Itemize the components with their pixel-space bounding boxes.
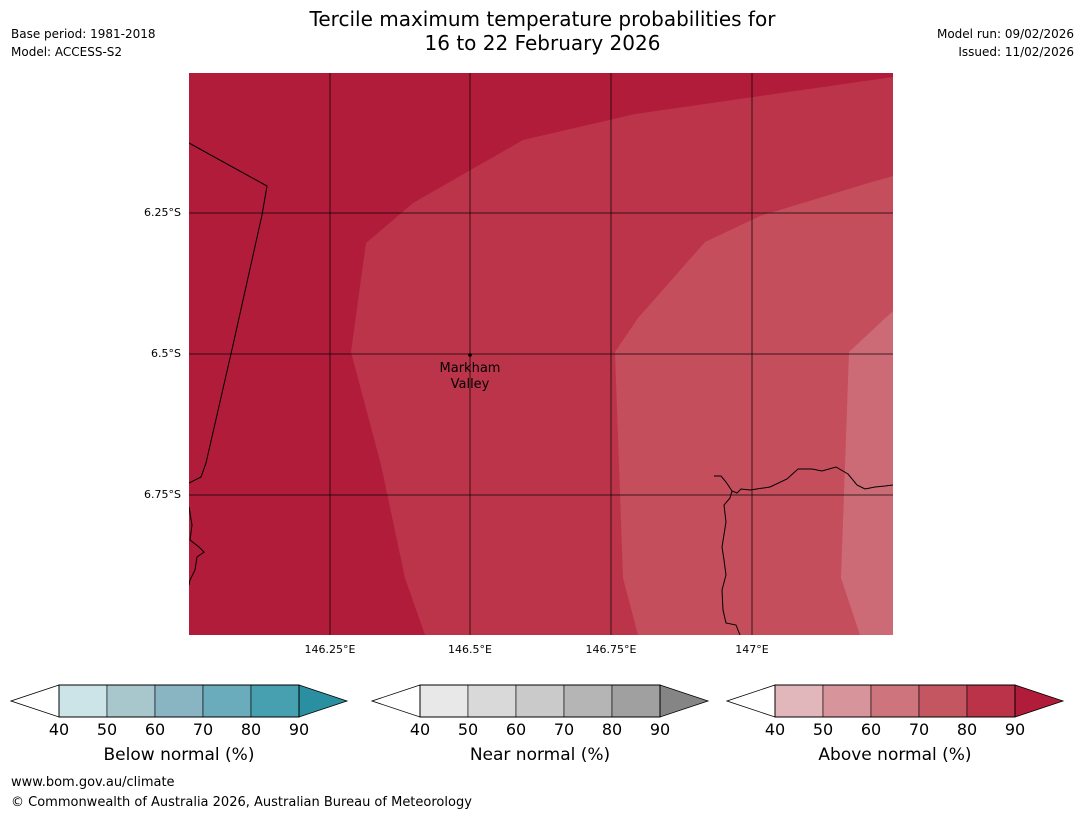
legend-segment	[106, 684, 156, 718]
legend-over-triangle	[659, 684, 710, 718]
legend-tick-label: 80	[240, 720, 262, 739]
lon-label-146-75: 146.75°E	[585, 643, 637, 656]
meta-left: Base period: 1981-2018 Model: ACCESS-S2	[11, 25, 156, 61]
legend-tick-label: 50	[457, 720, 479, 739]
legend-segment	[467, 684, 517, 718]
legend-tick-label: 50	[812, 720, 834, 739]
footer-copyright: © Commonwealth of Australia 2026, Austra…	[11, 795, 472, 810]
probability-band-60	[841, 311, 893, 635]
base-period: Base period: 1981-2018	[11, 27, 156, 41]
legend-tick-label: 90	[288, 720, 310, 739]
legend-tick-label: 90	[1004, 720, 1026, 739]
graticule	[189, 73, 893, 635]
legend-over-triangle	[1014, 684, 1065, 718]
legend-under-triangle	[10, 684, 60, 718]
lat-label-6-75: 6.75°S	[144, 488, 181, 501]
legend-segment	[870, 684, 920, 718]
legend-segment	[154, 684, 204, 718]
legend-segment	[250, 684, 300, 718]
legend-tick-label: 60	[860, 720, 882, 739]
legend-tick-label: 90	[649, 720, 671, 739]
meta-right: Model run: 09/02/2026 Issued: 11/02/2026	[937, 25, 1074, 61]
map-panel: Markham Valley	[189, 73, 893, 635]
title-line-2: 16 to 22 February 2026	[424, 31, 661, 55]
lon-label-146-25: 146.25°E	[304, 643, 356, 656]
legend-tick-label: 50	[96, 720, 118, 739]
probability-band-70	[615, 176, 893, 635]
model-run: Model run: 09/02/2026	[936, 27, 1074, 41]
legend-tick-label: 40	[48, 720, 70, 739]
coastline	[189, 142, 893, 635]
title-line-1: Tercile maximum temperature probabilitie…	[309, 7, 776, 31]
legend-tick-label: 70	[908, 720, 930, 739]
footer-url: www.bom.gov.au/climate	[11, 775, 175, 790]
legend-under-triangle	[371, 684, 421, 718]
legend-above-normal-bar	[726, 684, 1065, 718]
legend-tick-label: 60	[144, 720, 166, 739]
legend-outline	[419, 684, 661, 718]
legend-segment	[202, 684, 252, 718]
map-title: Tercile maximum temperature probabilitie…	[0, 7, 1085, 55]
legend-outline	[774, 684, 1016, 718]
legend-below-normal-bar	[10, 684, 349, 718]
legend-segment	[419, 684, 469, 718]
legend-under-triangle	[726, 684, 776, 718]
legend-near-normal-label: Near normal (%)	[469, 745, 611, 765]
location-marker	[468, 353, 472, 357]
legend-tick-label: 80	[601, 720, 623, 739]
legend-tick-label: 70	[553, 720, 575, 739]
legend-near-normal-bar	[371, 684, 710, 718]
legend-segment	[822, 684, 872, 718]
lon-label-147: 147°E	[735, 643, 769, 656]
lon-label-146-5: 146.5°E	[448, 643, 492, 656]
legend-tick-label: 40	[409, 720, 431, 739]
legend-segment	[58, 684, 108, 718]
model-name: Model: ACCESS-S2	[11, 45, 123, 59]
legend-tick-label: 70	[192, 720, 214, 739]
legend-segment	[611, 684, 661, 718]
legend-below-normal-label: Below normal (%)	[103, 745, 255, 765]
legend-over-triangle	[298, 684, 349, 718]
legend-segment	[918, 684, 968, 718]
legend-segment	[966, 684, 1016, 718]
lat-label-6-25: 6.25°S	[144, 206, 181, 219]
place-label-line-2: Valley	[451, 377, 490, 392]
legend-segment	[774, 684, 824, 718]
lat-label-6-5: 6.5°S	[151, 347, 181, 360]
issued-date: Issued: 11/02/2026	[958, 45, 1074, 59]
legend-tick-label: 60	[505, 720, 527, 739]
legend-tick-label: 80	[956, 720, 978, 739]
legend-tick-label: 40	[764, 720, 786, 739]
legend-segment	[563, 684, 613, 718]
legend-segment	[515, 684, 565, 718]
place-label-line-1: Markham	[440, 361, 501, 376]
legend-outline	[58, 684, 300, 718]
legend-above-normal-label: Above normal (%)	[818, 745, 972, 765]
